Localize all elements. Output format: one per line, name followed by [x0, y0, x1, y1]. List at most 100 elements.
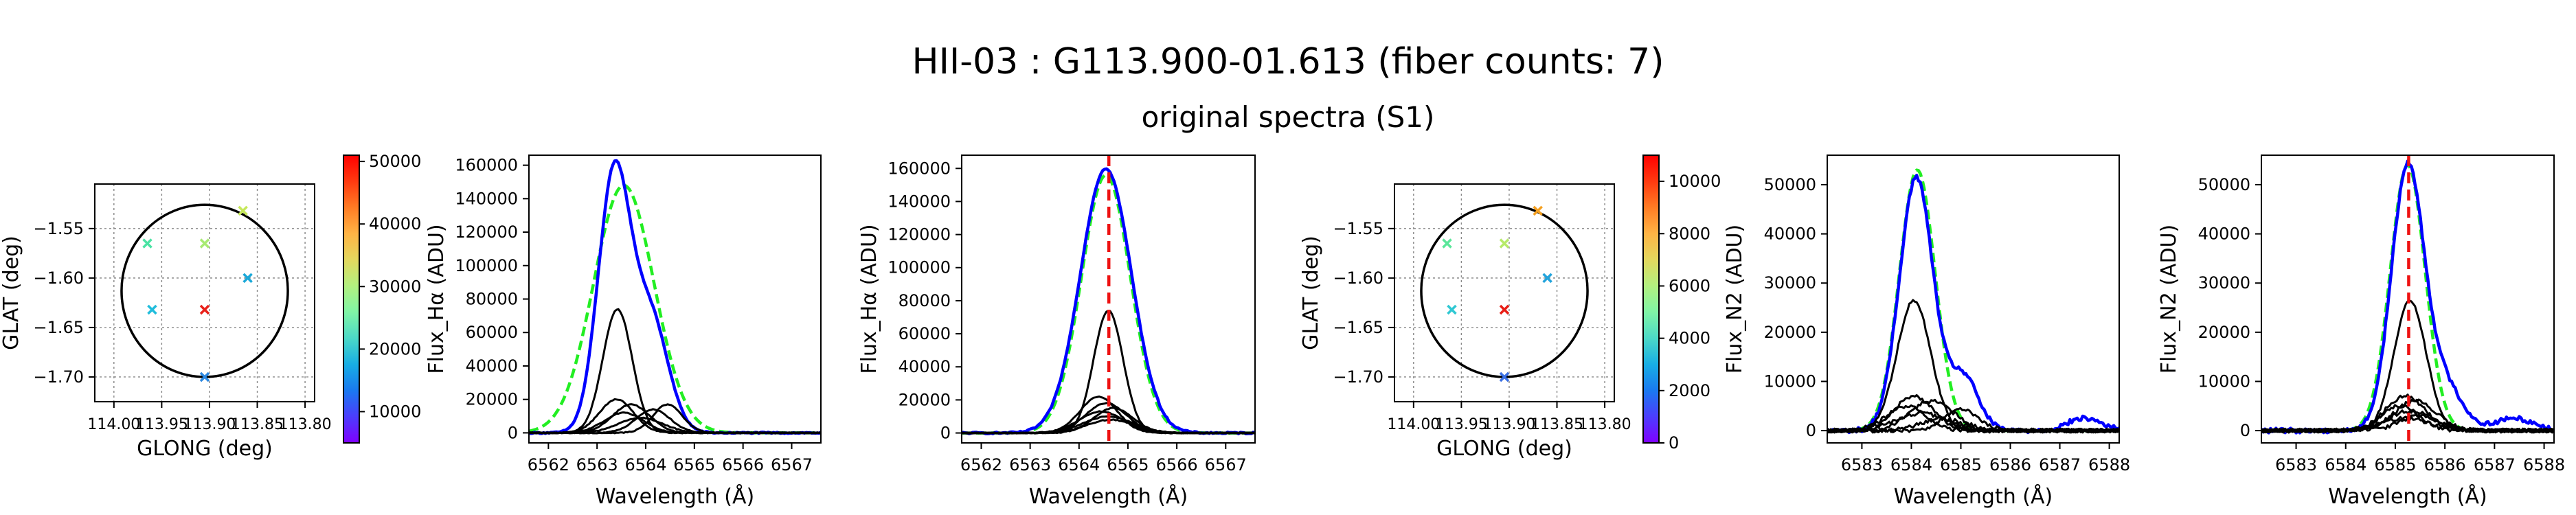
y-tick-label: 0: [508, 423, 518, 442]
series-group: [1827, 168, 2119, 435]
x-tick-label: 6586: [1989, 455, 2031, 474]
x-tick-label: 6564: [624, 455, 666, 474]
series-line-fiber-7: [1827, 410, 2119, 434]
fiber-point-0: [1533, 205, 1543, 216]
x-tick-label: 6562: [960, 455, 1002, 474]
series-line-fit-0: [1827, 168, 2119, 433]
fiber-point-4: [1447, 304, 1457, 315]
x-tick-label: 6567: [1205, 455, 1247, 474]
y-axis-label: Flux_N2 (ADU): [1723, 225, 1747, 374]
colorbar-tick-label: 8000: [1669, 224, 1710, 243]
y-tick-label: 0: [2240, 421, 2250, 440]
y-tick-label: 20000: [2198, 323, 2250, 342]
fiber-point-0: [238, 205, 248, 216]
y-tick-label: 160000: [455, 156, 518, 175]
colorbar-tick-label: 0: [1669, 433, 1679, 453]
spectrum-panel-halpha-shifted: 6562 6563 6564 6565 6566 6567 0 20000 40000 60000…: [857, 155, 1255, 509]
x-tick-label: 113.90: [1482, 416, 1535, 433]
y-tick-label: 140000: [455, 189, 518, 208]
colorbar: [1642, 154, 1660, 444]
x-tick-label: 113.80: [279, 416, 332, 433]
x-tick-label: 6586: [2424, 455, 2466, 474]
spectrum-axes-4-frame: [1827, 154, 2120, 444]
y-tick-label: 20000: [1764, 323, 1816, 342]
fiber-point-1: [142, 238, 152, 249]
x-tick-label: 6587: [2474, 455, 2516, 474]
x-tick-label: 6588: [2523, 455, 2565, 474]
y-tick-label: 40000: [899, 357, 951, 376]
x-tick-label: 114.00: [87, 416, 140, 433]
x-tick-label: 6585: [2374, 455, 2416, 474]
x-tick-label: 6566: [1156, 455, 1198, 474]
y-tick-label: 80000: [466, 290, 518, 309]
series-line-fiber-8: [529, 416, 821, 435]
x-tick-label: 6588: [2088, 455, 2130, 474]
y-tick-label: 120000: [888, 225, 951, 244]
colorbar-tick-label: 4000: [1669, 329, 1710, 348]
y-tick-label: −1.65: [33, 318, 84, 337]
fiber-point-5: [199, 304, 210, 315]
x-axis-label: Wavelength (Å): [1894, 484, 2053, 509]
y-axis-label: Flux_Hα (ADU): [425, 224, 449, 374]
series-line-fiber-8: [1827, 415, 2119, 434]
x-tick-label: 6587: [2039, 455, 2081, 474]
y-tick-label: 100000: [888, 258, 951, 277]
x-tick-label: 113.85: [231, 416, 284, 433]
spectrum-panel-n2-original: 6583 6584 6585 6586 6587 6588 0 10000 20000 30000…: [1723, 168, 2130, 509]
x-tick-label: 113.85: [1530, 416, 1583, 433]
y-axis-label: Flux_Hα (ADU): [857, 224, 881, 374]
x-tick-label: 6562: [528, 455, 569, 474]
y-tick-label: 60000: [466, 323, 518, 342]
x-tick-label: 6563: [1009, 455, 1051, 474]
fiber-point-4: [147, 304, 157, 315]
series-line-fiber-2: [1827, 299, 2119, 433]
colorbar-tick-label: 20000: [369, 339, 421, 358]
y-tick-label: −1.55: [1333, 219, 1383, 238]
y-tick-label: 20000: [899, 390, 951, 409]
x-axis-label: Wavelength (Å): [596, 484, 754, 509]
fiber-bundle-circle: [120, 203, 289, 378]
series-group: [529, 159, 821, 435]
y-axis-label: GLAT (deg): [1299, 236, 1323, 350]
x-axis-label: Wavelength (Å): [1029, 484, 1188, 509]
y-tick-label: −1.70: [1333, 367, 1383, 387]
series-line-fit-0: [529, 183, 821, 435]
x-tick-label: 113.95: [135, 416, 188, 433]
series-line-sum-1: [1827, 174, 2119, 435]
y-tick-label: 20000: [466, 390, 518, 409]
spectrum-panel-n2-shifted: 6583 6584 6585 6586 6587 6588 0 10000 20000 30000…: [2157, 155, 2565, 509]
y-tick-label: 50000: [1764, 175, 1816, 194]
y-tick-label: 10000: [1764, 371, 1816, 391]
x-tick-label: 114.00: [1387, 416, 1440, 433]
y-tick-label: −1.55: [33, 219, 84, 238]
x-tick-label: 113.80: [1579, 416, 1631, 433]
colorbar-tick-label: 40000: [369, 214, 421, 233]
x-tick-label: 6566: [722, 455, 764, 474]
spectrum-panel-halpha-original: 6562 6563 6564 6565 6566 6567 0 20000 40000 60000…: [425, 156, 821, 509]
fiber-point-6: [1499, 371, 1510, 382]
x-axis-label: Wavelength (Å): [2328, 484, 2487, 509]
x-tick-label: 6564: [1058, 455, 1100, 474]
series-line-sum-1: [529, 159, 821, 435]
colorbar-tick-label: 30000: [369, 277, 421, 296]
x-tick-label: 6565: [1107, 455, 1149, 474]
x-axis-label: GLONG (deg): [137, 437, 273, 461]
y-axis-label: Flux_N2 (ADU): [2157, 225, 2181, 374]
x-tick-label: 6584: [1890, 455, 1932, 474]
x-tick-label: 6584: [2325, 455, 2366, 474]
spectrum-axes-2-frame: [961, 154, 1256, 444]
map-axes-3-frame: [1394, 183, 1615, 402]
y-tick-label: −1.65: [1333, 318, 1383, 337]
y-tick-label: −1.60: [1333, 268, 1383, 288]
y-tick-label: 100000: [455, 256, 518, 275]
x-tick-label: 6563: [576, 455, 618, 474]
x-axis-label: GLONG (deg): [1436, 437, 1572, 461]
y-tick-label: 30000: [2198, 273, 2250, 293]
y-tick-label: 120000: [455, 222, 518, 242]
figure-title: HII-03 : G113.900-01.613 (fiber counts: …: [912, 41, 1664, 82]
colorbar-tick-label: 10000: [369, 402, 421, 421]
